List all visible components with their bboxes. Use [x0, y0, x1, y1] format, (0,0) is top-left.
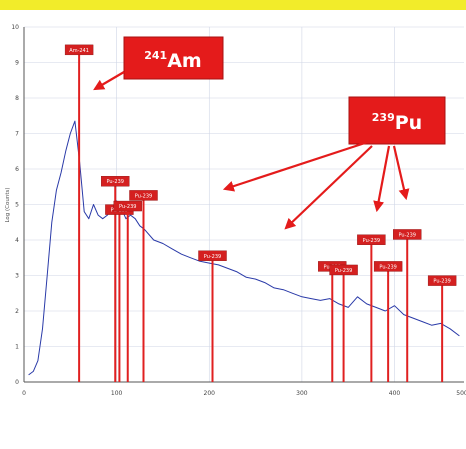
peak-tag	[393, 229, 422, 240]
peak-marker: Pu-239	[357, 234, 386, 382]
peak-tag	[357, 234, 386, 245]
x-tick-label: 100	[111, 390, 123, 397]
pu-callout-label: 239Pu	[372, 111, 422, 134]
peak-label: Am-241	[69, 48, 89, 54]
spectrum-series-line	[28, 120, 460, 376]
peak-marker: Pu-239	[101, 175, 130, 382]
y-tick-label: 6	[15, 166, 19, 173]
top-color-band	[0, 0, 466, 10]
y-tick-label: 10	[11, 24, 19, 31]
y-tick-label: 5	[15, 202, 19, 209]
pu-arrow-3	[373, 145, 391, 213]
am-arrow	[93, 71, 125, 91]
y-tick-label: 4	[15, 237, 19, 244]
peak-marker: Am-241	[64, 44, 94, 382]
peak-marker: Pu-239	[393, 229, 422, 382]
am-callout-sup: 241	[144, 49, 167, 62]
y-tick-label: 9	[15, 60, 19, 67]
peak-tag	[373, 261, 403, 272]
pu-callout-text: Pu	[395, 112, 422, 134]
peak-label: Pu-239	[107, 179, 124, 185]
peak-label: Pu-239	[335, 268, 352, 274]
peak-marker: Pu-239	[427, 275, 457, 382]
pu-arrow-4	[392, 145, 410, 201]
am-callout-label: 241Am	[144, 49, 201, 72]
peak-markers: Am-241Pu-239Pu-239Pu-239Pu-239Pu-239Pu-2…	[64, 44, 457, 382]
peak-label: Pu-239	[135, 193, 152, 199]
peak-tag	[198, 250, 227, 261]
x-tick-label: 200	[204, 390, 216, 397]
peak-marker: Pu-239	[129, 190, 158, 382]
peak-label: Pu-239	[433, 279, 450, 285]
grid	[23, 26, 464, 383]
pu-arrow-2	[284, 145, 373, 230]
peak-marker: Pu-239	[373, 261, 403, 382]
peak-tag	[113, 200, 142, 212]
pu-arrow-1	[222, 140, 369, 192]
peak-label: Pu-239	[119, 204, 136, 210]
x-tick-label: 0	[22, 390, 26, 397]
peak-tag	[129, 190, 158, 201]
pu-callout-box	[348, 96, 446, 145]
y-tick-label: 1	[15, 344, 19, 351]
y-axis-label: Log (Counts)	[5, 187, 11, 222]
am-callout-box	[123, 36, 224, 80]
pu-callout-sup: 239	[372, 111, 395, 124]
y-tick-label: 8	[15, 95, 19, 102]
peak-tag	[329, 264, 358, 276]
peak-tag	[101, 175, 130, 187]
peak-marker: Pu-239	[198, 250, 227, 382]
peak-marker: Pu-239	[329, 264, 358, 382]
am-callout-text: Am	[167, 50, 202, 72]
x-tick-label: 500	[456, 390, 466, 397]
peak-marker: Pu-239	[113, 200, 142, 382]
peak-tag	[427, 275, 457, 286]
peak-marker: Pu-239	[318, 261, 347, 382]
peak-marker: Pu-239	[105, 204, 134, 382]
axes	[23, 27, 464, 383]
y-tick-label: 2	[15, 308, 19, 315]
y-tick-label: 3	[15, 273, 19, 280]
peak-label: Pu-239	[398, 232, 415, 238]
y-tick-label: 7	[15, 131, 19, 138]
peak-label: Pu-239	[379, 264, 396, 270]
callouts: 241Am 239Pu	[93, 36, 446, 230]
peak-tag	[64, 44, 94, 56]
x-tick-label: 400	[389, 390, 401, 397]
x-tick-label: 300	[296, 390, 308, 397]
peak-label: Pu-239	[363, 238, 380, 244]
y-tick-label: 0	[15, 379, 19, 386]
peak-label: Pu-239	[204, 254, 221, 260]
